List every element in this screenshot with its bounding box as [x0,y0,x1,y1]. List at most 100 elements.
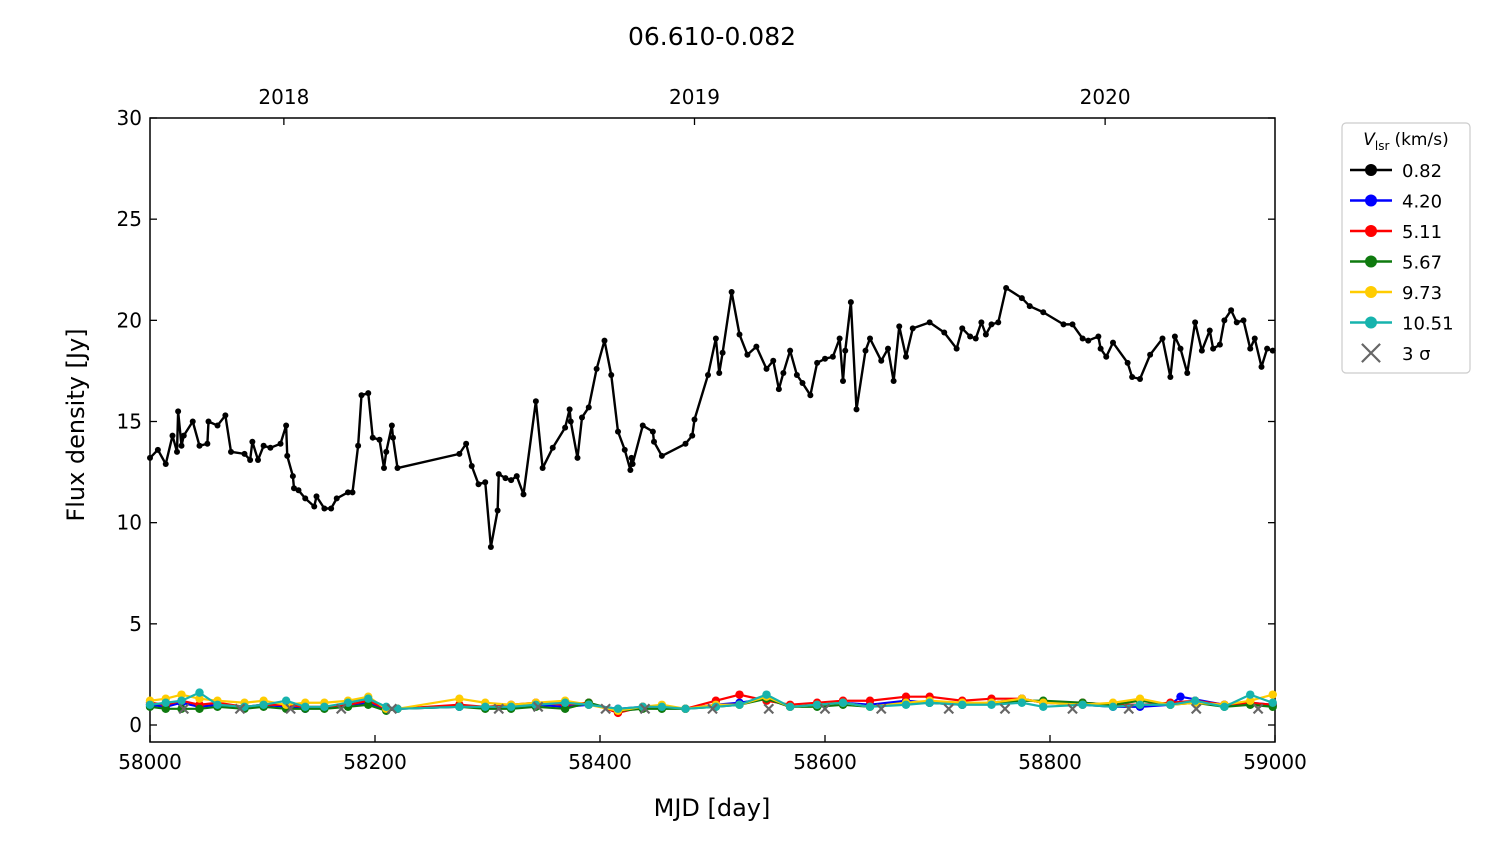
data-point [608,371,615,378]
x-marker-stroke [763,703,775,715]
legend-marker [1365,316,1377,329]
data-point [482,479,489,486]
data-point [161,698,170,707]
data-point [560,698,570,707]
data-point [658,452,665,459]
data-point [1269,347,1276,354]
data-point [819,703,831,715]
data-point [1221,317,1228,324]
data-point [494,507,501,514]
data-point [925,698,934,707]
legend-label: 3 σ [1402,344,1431,365]
x-tick-label: 58400 [568,750,632,774]
data-point [147,454,153,461]
x-tick-label: 58000 [118,750,182,774]
data-point [364,700,373,709]
data-point [495,471,502,478]
top-x-tick-label: 2020 [1080,85,1131,109]
data-point [284,452,291,459]
top-x-tick-label: 2019 [669,85,720,109]
data-point [793,371,800,378]
data-point [369,434,376,441]
data-point [249,438,256,445]
data-point [383,448,390,455]
legend-marker [1365,225,1377,237]
data-point [862,347,869,354]
x-marker-stroke [386,703,398,715]
data-point [508,477,515,484]
data-point [681,704,690,714]
data-point [988,321,995,328]
data-point [532,701,544,713]
x-marker-stroke [875,703,887,715]
data-point [1108,702,1118,711]
x-marker-stroke [600,703,611,715]
y-tick-label: 30 [117,106,142,130]
data-point [982,331,989,338]
data-point [787,347,794,354]
data-point [1210,345,1217,352]
data-point [627,467,634,474]
data-point [1135,700,1145,709]
data-point [601,337,608,344]
data-point [247,456,254,463]
data-point [629,460,636,467]
data-point [649,428,656,435]
data-point [1177,345,1184,352]
data-point [1079,335,1086,342]
data-point [909,325,916,332]
data-point [840,378,846,385]
data-point [691,416,698,423]
chart-title: 06.610-0.082 [628,22,796,51]
data-point [1137,376,1143,383]
data-point [1171,333,1178,340]
x-marker-stroke [335,703,347,715]
data-point [1018,295,1025,302]
data-point [836,335,843,342]
data-point [1240,317,1247,324]
data-point [584,700,593,709]
data-point [549,444,556,451]
data-point [177,696,186,705]
data-point [204,440,211,447]
data-point [1110,339,1116,346]
data-point [456,450,463,457]
x-marker-stroke [639,703,651,715]
data-point [585,404,592,411]
data-point [1246,696,1255,705]
data-point [313,493,320,500]
data-point [593,365,600,372]
data-point [532,398,539,405]
plot-frame [149,117,1276,743]
data-point [967,333,974,340]
legend-label: 4.20 [1402,192,1442,213]
data-point [174,448,180,455]
data-point [311,503,318,510]
legend-box [1341,122,1471,374]
data-point [162,460,169,467]
legend-title-unit: (km/s) [1394,130,1448,150]
data-point [145,700,155,709]
data-point [775,386,782,393]
data-point [177,690,186,699]
data-point [321,505,328,512]
data-point [953,345,960,352]
data-point [277,440,284,447]
data-point [651,438,657,445]
data-point [333,495,340,502]
data-point [455,694,464,703]
data-point [295,487,302,494]
x-axis-label: MJD [day] [654,794,771,822]
x-tick-label: 58600 [793,750,857,774]
data-point [1123,703,1135,715]
data-point [890,378,897,385]
data-point [763,365,770,372]
legend-label: 9.73 [1402,283,1442,304]
data-point [365,390,372,397]
x-marker-stroke [285,703,296,715]
data-point [1085,337,1092,344]
x-marker-stroke [234,703,246,715]
data-point [358,392,365,399]
data-point [1228,307,1235,314]
x-marker-stroke [819,703,831,715]
